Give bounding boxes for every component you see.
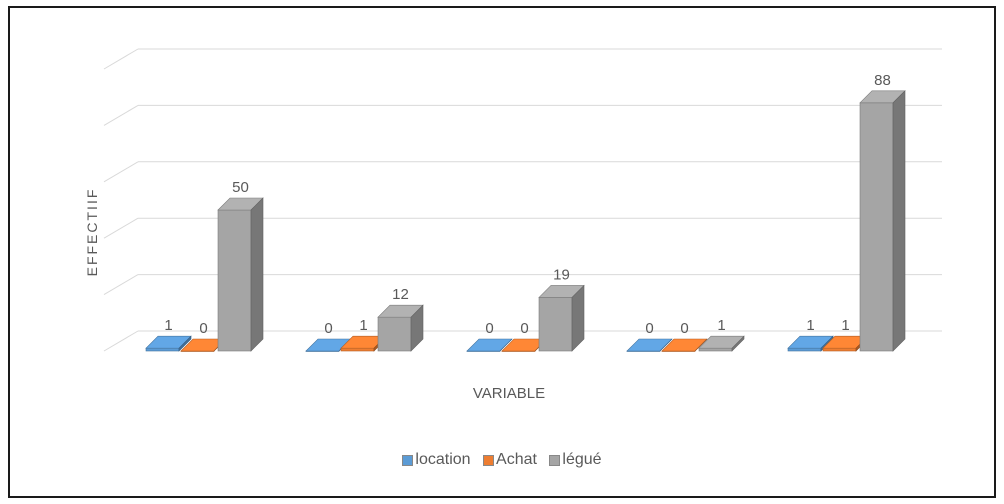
gridline-depth <box>103 104 139 126</box>
data-label: 0 <box>324 320 332 337</box>
bar-location-3 <box>466 338 513 352</box>
gridlines <box>103 48 942 352</box>
data-labels: 1 0 0 0 1 0 1 0 0 1 50 12 19 1 88 <box>164 72 891 337</box>
data-label: 1 <box>841 317 849 334</box>
data-label: 0 <box>485 320 493 337</box>
gridline-depth <box>103 161 139 183</box>
data-label: 0 <box>520 320 528 337</box>
legend-label-legue: légué <box>562 451 602 468</box>
bar-location-4 <box>626 338 673 352</box>
bar-lgu-4 <box>698 335 745 352</box>
data-label: 1 <box>359 317 367 334</box>
gridline-depth <box>103 274 139 296</box>
y-axis-label: EFFECTIIF <box>84 188 100 277</box>
data-label: 1 <box>164 317 172 334</box>
data-label: 1 <box>806 317 814 334</box>
data-label: 0 <box>645 320 653 337</box>
bar-lgu-2 <box>377 304 424 352</box>
data-label: 88 <box>874 72 891 89</box>
bar-achat-4 <box>661 338 708 352</box>
data-label: 19 <box>553 266 570 283</box>
legend-swatch-location <box>402 454 414 466</box>
bar-lgu-1 <box>217 197 264 352</box>
data-label: 50 <box>232 179 249 196</box>
legend-label-achat: Achat <box>496 451 537 468</box>
data-label: 1 <box>717 317 725 334</box>
gridline-depth <box>103 48 139 70</box>
legend-item-location: location <box>402 451 471 469</box>
bar-lgu-3 <box>538 284 585 352</box>
legend-swatch-legue <box>549 454 561 466</box>
bar-location-1 <box>145 335 192 352</box>
legend: location Achat légué <box>0 451 1004 471</box>
gridline-depth <box>103 217 139 239</box>
bar-lgu-5 <box>859 90 906 352</box>
data-label: 0 <box>199 320 207 337</box>
legend-item-legue: légué <box>549 451 602 469</box>
legend-swatch-achat <box>483 454 495 466</box>
data-label: 0 <box>680 320 688 337</box>
x-axis-label: VARIABLE <box>473 385 545 402</box>
data-label: 12 <box>392 286 409 303</box>
legend-label-location: location <box>415 451 471 468</box>
chart-frame <box>8 6 996 498</box>
legend-item-achat: Achat <box>483 451 537 469</box>
bars <box>145 90 906 352</box>
gridline-depth <box>103 330 139 352</box>
